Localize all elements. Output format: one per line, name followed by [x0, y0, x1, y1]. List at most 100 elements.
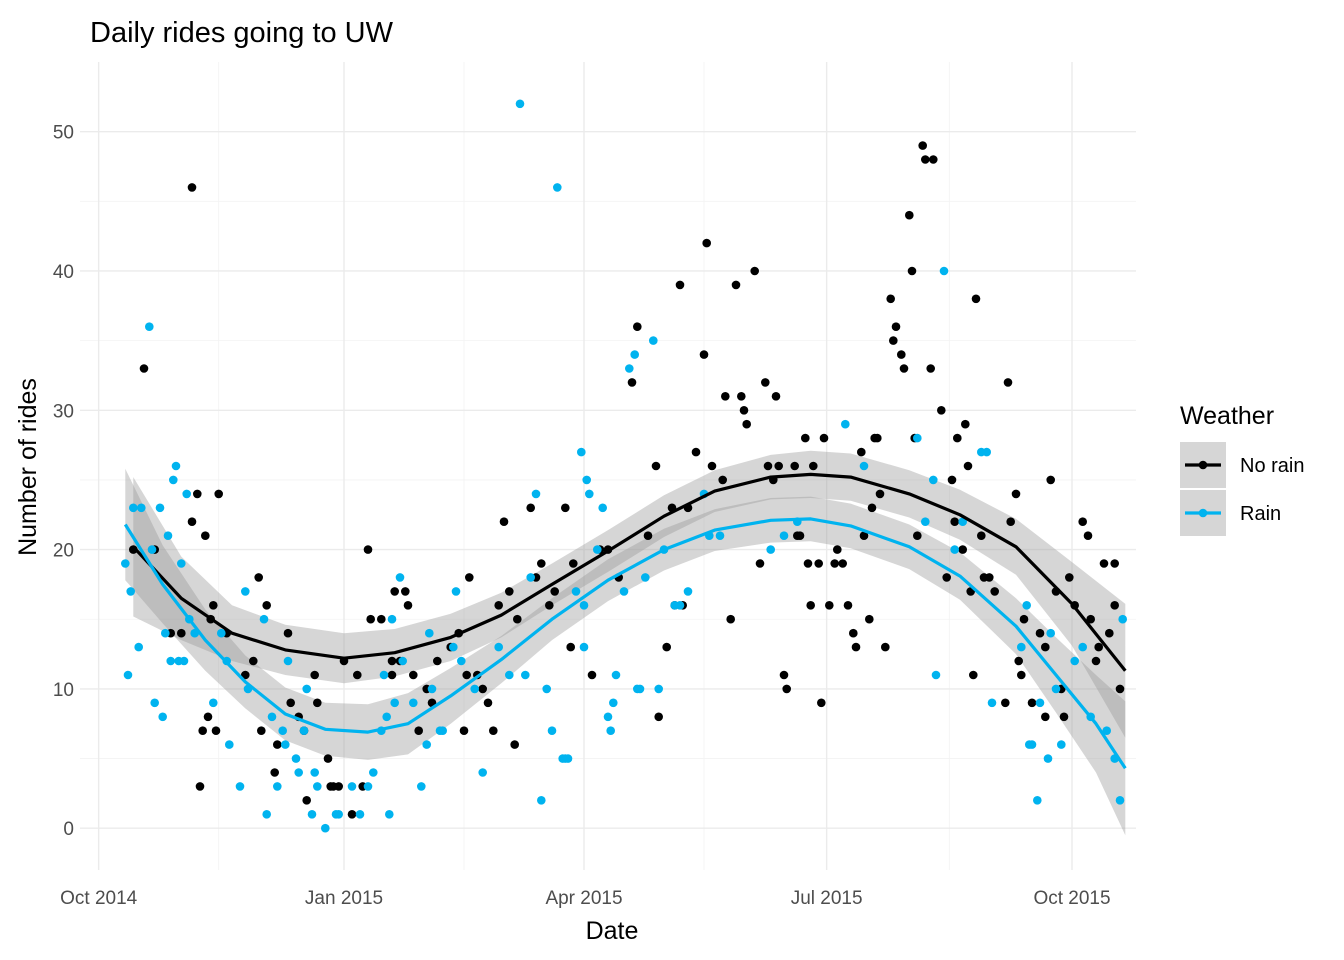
- data-point: [913, 531, 922, 540]
- y-tick-label: 0: [63, 819, 74, 840]
- data-point: [654, 712, 663, 722]
- data-point: [1065, 573, 1074, 582]
- data-point: [1046, 628, 1055, 638]
- data-point: [905, 210, 914, 220]
- data-point: [782, 684, 791, 694]
- data-point: [155, 503, 165, 513]
- data-point: [1051, 684, 1061, 694]
- data-point: [382, 712, 392, 722]
- data-point: [283, 628, 293, 638]
- data-point: [134, 642, 143, 652]
- data-point: [579, 642, 589, 652]
- confidence-band: [133, 450, 1126, 738]
- data-point: [259, 614, 269, 624]
- data-point: [235, 782, 245, 791]
- data-point: [323, 754, 333, 763]
- data-point: [281, 740, 290, 749]
- data-point: [1091, 656, 1101, 666]
- data-point: [985, 573, 994, 582]
- data-point: [795, 531, 805, 540]
- data-point: [217, 628, 226, 638]
- data-point: [790, 461, 799, 471]
- data-point: [633, 322, 642, 332]
- data-point: [1099, 559, 1109, 568]
- data-point: [347, 782, 357, 791]
- data-point: [683, 587, 693, 596]
- data-point: [385, 810, 394, 819]
- data-point: [886, 294, 895, 304]
- data-point: [857, 447, 866, 457]
- x-tick-label: Jul 2015: [791, 888, 863, 909]
- data-point: [505, 587, 514, 596]
- data-point: [809, 461, 818, 471]
- x-tick-label: Oct 2015: [1033, 888, 1110, 909]
- data-point: [779, 531, 789, 540]
- data-point: [1086, 614, 1095, 624]
- data-point: [611, 670, 621, 680]
- smooth-line: [132, 472, 1127, 672]
- data-point: [603, 712, 613, 722]
- data-point: [1105, 628, 1114, 638]
- data-point: [651, 461, 661, 471]
- data-point: [209, 698, 218, 708]
- data-point: [209, 601, 218, 610]
- confidence-bands: [125, 450, 1126, 836]
- data-point: [606, 726, 615, 735]
- data-point: [977, 531, 986, 540]
- data-point: [982, 447, 991, 457]
- data-point: [1115, 684, 1125, 694]
- data-point: [166, 656, 175, 666]
- x-axis-ticks: Oct 2014 Jan 2015 Apr 2015 Jul 2015 Oct 2015: [60, 888, 1110, 909]
- data-point: [990, 587, 999, 596]
- data-point: [521, 670, 530, 680]
- data-point: [470, 684, 480, 694]
- data-point: [121, 559, 130, 568]
- data-point: [379, 670, 389, 680]
- data-point: [526, 573, 535, 582]
- data-point: [961, 419, 970, 429]
- data-point: [950, 517, 959, 526]
- data-point: [819, 433, 829, 443]
- data-point: [1027, 698, 1037, 708]
- y-axis-title: Number of rides: [14, 378, 42, 556]
- data-point: [942, 573, 951, 582]
- data-point: [139, 364, 149, 373]
- data-point: [630, 350, 639, 359]
- data-point: [526, 503, 535, 513]
- data-point: [310, 670, 320, 680]
- data-point: [947, 475, 957, 485]
- data-point: [771, 392, 781, 401]
- data-point: [1070, 656, 1079, 666]
- legend-label: Rain: [1240, 503, 1281, 525]
- data-point: [163, 531, 173, 540]
- data-point: [721, 392, 730, 401]
- data-point: [1022, 601, 1031, 610]
- data-point: [627, 378, 637, 387]
- data-point: [830, 559, 839, 568]
- data-point: [537, 796, 546, 805]
- data-point: [899, 364, 909, 373]
- data-point: [918, 141, 927, 150]
- data-point: [494, 642, 504, 652]
- data-point: [187, 517, 197, 526]
- data-point: [950, 545, 959, 554]
- data-point: [291, 754, 301, 763]
- data-point: [859, 461, 869, 471]
- smooth-lines: [123, 472, 1127, 770]
- data-point: [662, 642, 671, 652]
- data-point: [195, 782, 205, 791]
- data-point: [286, 698, 296, 708]
- data-point: [1001, 698, 1010, 708]
- data-point: [643, 531, 653, 540]
- data-point: [849, 628, 858, 638]
- data-point: [1003, 378, 1013, 387]
- data-point: [806, 601, 815, 610]
- data-point: [414, 726, 424, 735]
- data-point: [1041, 712, 1050, 722]
- data-point: [241, 587, 250, 596]
- data-point: [859, 531, 869, 540]
- data-point: [926, 364, 935, 373]
- data-point: [750, 266, 759, 276]
- data-point: [675, 280, 685, 290]
- data-point: [1083, 531, 1093, 540]
